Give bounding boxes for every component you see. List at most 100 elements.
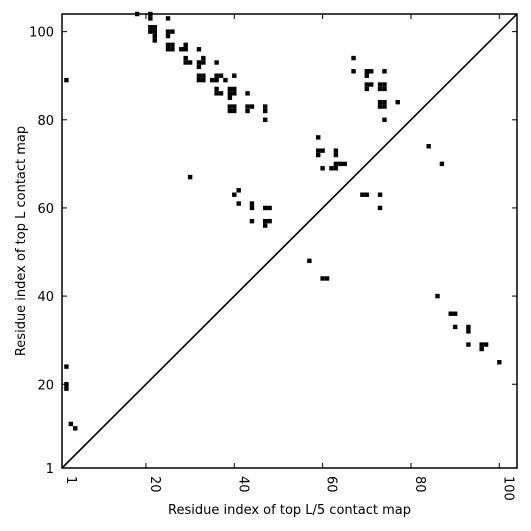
contact-point-lower xyxy=(448,311,453,316)
contact-point-upper xyxy=(342,161,347,167)
y-tick-label: 100 xyxy=(29,26,54,41)
contact-point-upper xyxy=(196,60,202,65)
contact-point-upper xyxy=(249,205,255,211)
contact-point-lower xyxy=(466,342,471,347)
contact-point-upper xyxy=(364,192,370,197)
contact-point-upper xyxy=(263,223,268,228)
contact-point-upper xyxy=(232,86,237,92)
contact-point-upper xyxy=(152,29,157,34)
contact-point-upper xyxy=(329,166,334,171)
y-tick-label: 60 xyxy=(37,202,54,217)
contact-point-upper xyxy=(165,29,171,34)
x-tick-label: 1 xyxy=(63,476,78,484)
contact-point-upper xyxy=(183,42,188,48)
contact-point-upper xyxy=(214,86,219,92)
contact-point-lower xyxy=(68,421,74,427)
y-tick-label: 80 xyxy=(37,114,54,129)
contact-point-upper xyxy=(382,82,387,87)
contact-point-upper xyxy=(165,47,171,52)
contact-point-upper xyxy=(187,60,193,65)
contact-point-upper xyxy=(263,205,268,211)
contact-point-upper xyxy=(382,69,387,74)
contact-point-upper xyxy=(316,148,321,153)
contact-point-upper xyxy=(227,91,233,96)
contact-point-upper xyxy=(395,99,400,105)
contact-point-upper xyxy=(170,29,175,34)
contact-point-upper xyxy=(196,77,202,83)
contact-point-upper xyxy=(263,117,268,122)
contact-point-upper xyxy=(201,60,206,65)
contact-point-upper xyxy=(245,108,250,114)
diagonal-line xyxy=(61,13,518,469)
contact-point-upper xyxy=(183,60,188,65)
contact-point-upper xyxy=(179,47,184,52)
contact-point-upper xyxy=(170,42,175,48)
contact-point-upper xyxy=(333,148,339,153)
contact-point-lower xyxy=(497,360,502,365)
x-axis-label: Residue index of top L/5 contact map xyxy=(168,503,411,518)
contact-point-lower xyxy=(320,276,325,281)
contact-point-upper xyxy=(249,104,255,109)
x-tick-label: 20 xyxy=(147,476,162,493)
contact-point-lower xyxy=(479,346,484,352)
contact-point-upper xyxy=(364,82,370,87)
contact-point-lower xyxy=(64,386,69,391)
contact-point-upper xyxy=(426,144,431,149)
contact-point-lower xyxy=(452,324,458,330)
contact-point-upper xyxy=(218,73,224,78)
plot-frame xyxy=(61,13,518,469)
points-layer xyxy=(64,11,502,431)
contact-point-upper xyxy=(377,104,383,109)
contact-point-upper xyxy=(320,166,325,171)
contact-point-upper xyxy=(227,104,233,109)
contact-point-upper xyxy=(249,218,255,224)
contact-point-upper xyxy=(236,188,241,193)
contact-point-upper xyxy=(364,86,370,92)
contact-point-upper xyxy=(369,69,374,74)
contact-point-lower xyxy=(435,293,440,299)
contact-point-upper xyxy=(196,47,202,52)
contact-point-upper xyxy=(364,69,370,74)
contact-point-upper xyxy=(201,55,206,61)
contact-point-upper xyxy=(196,73,202,78)
contact-point-upper xyxy=(316,135,321,140)
contact-point-upper xyxy=(377,86,383,92)
contact-point-upper xyxy=(232,192,237,197)
contact-point-upper xyxy=(263,104,268,109)
contact-point-upper xyxy=(209,77,215,83)
contact-point-upper xyxy=(183,47,188,52)
contact-point-upper xyxy=(152,38,157,43)
contact-point-upper xyxy=(245,91,250,96)
y-tick-label: 1 xyxy=(46,462,54,477)
contact-point-lower xyxy=(324,276,330,281)
contact-point-upper xyxy=(377,192,383,197)
y-tick-label: 20 xyxy=(37,378,54,393)
contact-point-upper xyxy=(183,55,188,61)
contact-point-upper xyxy=(232,73,237,78)
contact-point-lower xyxy=(64,364,69,369)
contact-point-upper xyxy=(333,152,339,158)
contact-point-upper xyxy=(333,161,339,167)
contact-point-lower xyxy=(452,311,458,316)
contact-point-upper xyxy=(214,91,219,96)
contact-point-upper xyxy=(201,73,206,78)
contact-point-upper xyxy=(232,91,237,96)
contact-point-upper xyxy=(267,205,272,211)
contact-point-upper xyxy=(148,25,153,30)
x-tick-label: 100 xyxy=(500,476,515,501)
contact-point-upper xyxy=(214,73,219,78)
contact-point-lower xyxy=(466,329,471,334)
contact-point-lower xyxy=(64,77,69,83)
contact-point-lower xyxy=(307,258,312,264)
y-tick-label: 40 xyxy=(37,290,54,305)
contact-point-upper xyxy=(316,152,321,158)
contact-point-upper xyxy=(227,108,233,114)
contact-point-lower xyxy=(73,426,78,431)
contact-point-lower xyxy=(483,342,489,347)
contact-point-upper xyxy=(338,161,343,167)
contact-point-upper xyxy=(377,99,383,105)
contact-point-upper xyxy=(245,104,250,109)
x-tick-label: 80 xyxy=(412,476,427,493)
contact-point-upper xyxy=(382,99,387,105)
